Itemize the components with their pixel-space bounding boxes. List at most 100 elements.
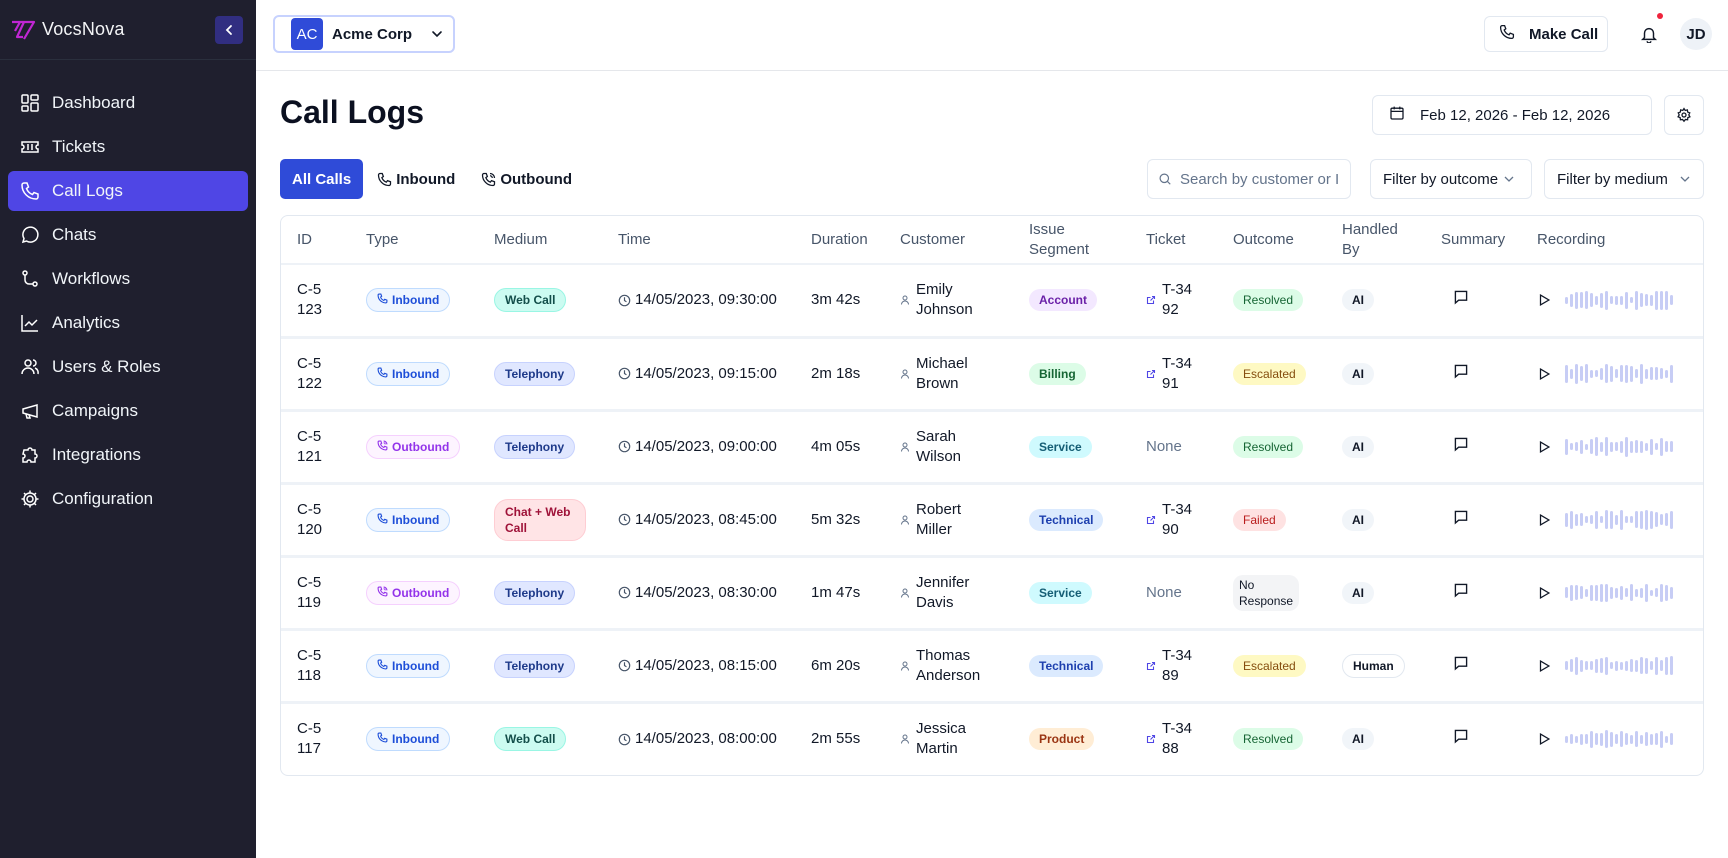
chat-icon	[20, 225, 40, 245]
ticket-link[interactable]: T-3489	[1146, 646, 1217, 686]
column-header-customer[interactable]: Customer	[884, 216, 1013, 265]
analytics-icon	[20, 313, 40, 333]
clock-icon	[618, 367, 631, 380]
waveform[interactable]	[1565, 509, 1675, 530]
sidebar-item-dashboard[interactable]: Dashboard	[8, 83, 248, 123]
summary-button[interactable]	[1453, 436, 1469, 452]
sidebar-item-analytics[interactable]: Analytics	[8, 303, 248, 343]
table-row[interactable]: C-5123 Inbound Web Call 14/05/2023, 09:3…	[281, 264, 1703, 339]
table-row[interactable]: C-5120 Inbound Chat + Web Call 14/05/202…	[281, 483, 1703, 558]
customer-name: Jennifer Davis	[900, 573, 1013, 613]
waveform[interactable]	[1565, 729, 1675, 749]
handled-by-badge: AI	[1342, 362, 1374, 385]
recording-player	[1537, 729, 1703, 749]
sidebar-item-users-roles[interactable]: Users & Roles	[8, 347, 248, 387]
sidebar-item-configuration[interactable]: Configuration	[8, 479, 248, 519]
tab-inbound[interactable]: Inbound	[365, 159, 467, 199]
waveform[interactable]	[1565, 583, 1675, 603]
column-header-outcome[interactable]: Outcome	[1217, 216, 1326, 265]
play-icon	[1539, 367, 1551, 380]
sidebar-item-call-logs[interactable]: Call Logs	[8, 171, 248, 211]
outcome-badge: Resolved	[1233, 289, 1304, 312]
brand-name: VocsNova	[42, 19, 125, 39]
customer-name: Jessica Martin	[900, 719, 1013, 759]
search-input[interactable]	[1180, 170, 1350, 188]
play-button[interactable]	[1537, 367, 1551, 381]
puzzle-icon	[20, 445, 40, 465]
column-header-time[interactable]: Time	[602, 216, 795, 265]
table-row[interactable]: C-5118 Inbound Telephony 14/05/2023, 08:…	[281, 629, 1703, 704]
table-row[interactable]: C-5119 Outbound Telephony 14/05/2023, 08…	[281, 556, 1703, 631]
column-header-type[interactable]: Type	[350, 216, 478, 265]
tab-outbound[interactable]: Outbound	[469, 159, 584, 199]
sidebar-item-workflows[interactable]: Workflows	[8, 259, 248, 299]
play-button[interactable]	[1537, 440, 1551, 454]
filter-medium-dropdown[interactable]: Filter by medium	[1544, 159, 1704, 199]
user-avatar[interactable]: JD	[1680, 18, 1712, 50]
summary-button[interactable]	[1453, 582, 1469, 598]
outcome-badge: Escalated	[1233, 362, 1306, 385]
summary-button[interactable]	[1453, 728, 1469, 744]
filter-outcome-dropdown[interactable]: Filter by outcome	[1370, 159, 1532, 199]
column-header-id[interactable]: ID	[281, 216, 350, 265]
call-id: C-5118	[297, 646, 322, 684]
summary-button[interactable]	[1453, 655, 1469, 671]
topbar: AC Acme Corp Make Call JD	[256, 0, 1728, 71]
filter-medium-label: Filter by medium	[1557, 170, 1668, 188]
summary-button[interactable]	[1453, 363, 1469, 379]
table-row[interactable]: C-5117 Inbound Web Call 14/05/2023, 08:0…	[281, 702, 1703, 775]
sidebar-item-label: Campaigns	[52, 401, 138, 420]
column-header-handled-by[interactable]: Handled By	[1326, 216, 1425, 265]
recording-player	[1537, 656, 1703, 676]
table-row[interactable]: C-5122 Inbound Telephony 14/05/2023, 09:…	[281, 337, 1703, 412]
waveform[interactable]	[1565, 656, 1675, 676]
ticket-link[interactable]: T-3492	[1146, 280, 1217, 320]
collapse-sidebar-button[interactable]	[215, 16, 243, 44]
sidebar-item-campaigns[interactable]: Campaigns	[8, 391, 248, 431]
message-square-icon	[1454, 290, 1468, 305]
outcome-badge: Escalated	[1233, 654, 1306, 677]
ticket-link[interactable]: T-3488	[1146, 719, 1217, 759]
call-duration: 2m 18s	[811, 364, 861, 382]
play-button[interactable]	[1537, 586, 1551, 600]
customer-name: Robert Miller	[900, 500, 1013, 540]
sidebar-item-tickets[interactable]: Tickets	[8, 127, 248, 167]
chevron-down-icon	[1504, 176, 1514, 182]
column-header-ticket[interactable]: Ticket	[1130, 216, 1217, 265]
column-header-recording[interactable]: Recording	[1521, 216, 1703, 265]
make-call-button[interactable]: Make Call	[1484, 16, 1608, 52]
summary-button[interactable]	[1453, 289, 1469, 305]
user-icon	[901, 295, 909, 305]
waveform[interactable]	[1565, 363, 1675, 384]
play-button[interactable]	[1537, 293, 1551, 307]
column-header-issue-segment[interactable]: Issue Segment	[1013, 216, 1130, 265]
sidebar-item-label: Configuration	[52, 489, 154, 508]
column-header-summary[interactable]: Summary	[1425, 216, 1521, 265]
external-link-icon	[1146, 296, 1156, 305]
call-time: 14/05/2023, 09:30:00	[618, 290, 795, 310]
play-button[interactable]	[1537, 659, 1551, 673]
play-button[interactable]	[1537, 732, 1551, 746]
summary-button[interactable]	[1453, 509, 1469, 525]
ticket-link[interactable]: T-3491	[1146, 354, 1217, 394]
waveform[interactable]	[1565, 290, 1675, 310]
date-range-picker[interactable]: Feb 12, 2026 - Feb 12, 2026	[1372, 95, 1652, 135]
recording-player	[1537, 363, 1703, 384]
sidebar-item-integrations[interactable]: Integrations	[8, 435, 248, 475]
medium-badge: Telephony	[494, 653, 576, 678]
sidebar-item-chats[interactable]: Chats	[8, 215, 248, 255]
call-type-badge: Inbound	[366, 507, 451, 532]
notifications-button[interactable]	[1637, 22, 1661, 46]
ticket-link[interactable]: T-3490	[1146, 500, 1217, 540]
organization-switcher[interactable]: AC Acme Corp	[273, 15, 455, 53]
settings-button[interactable]	[1664, 95, 1704, 135]
user-icon	[901, 515, 909, 525]
table-row[interactable]: C-5121 Outbound Telephony 14/05/2023, 09…	[281, 410, 1703, 485]
tab-all-calls[interactable]: All Calls	[280, 159, 364, 199]
play-button[interactable]	[1537, 513, 1551, 527]
call-id: C-5121	[297, 427, 323, 465]
column-header-medium[interactable]: Medium	[478, 216, 602, 265]
play-icon	[1539, 440, 1551, 453]
waveform[interactable]	[1565, 436, 1675, 457]
column-header-duration[interactable]: Duration	[795, 216, 884, 265]
